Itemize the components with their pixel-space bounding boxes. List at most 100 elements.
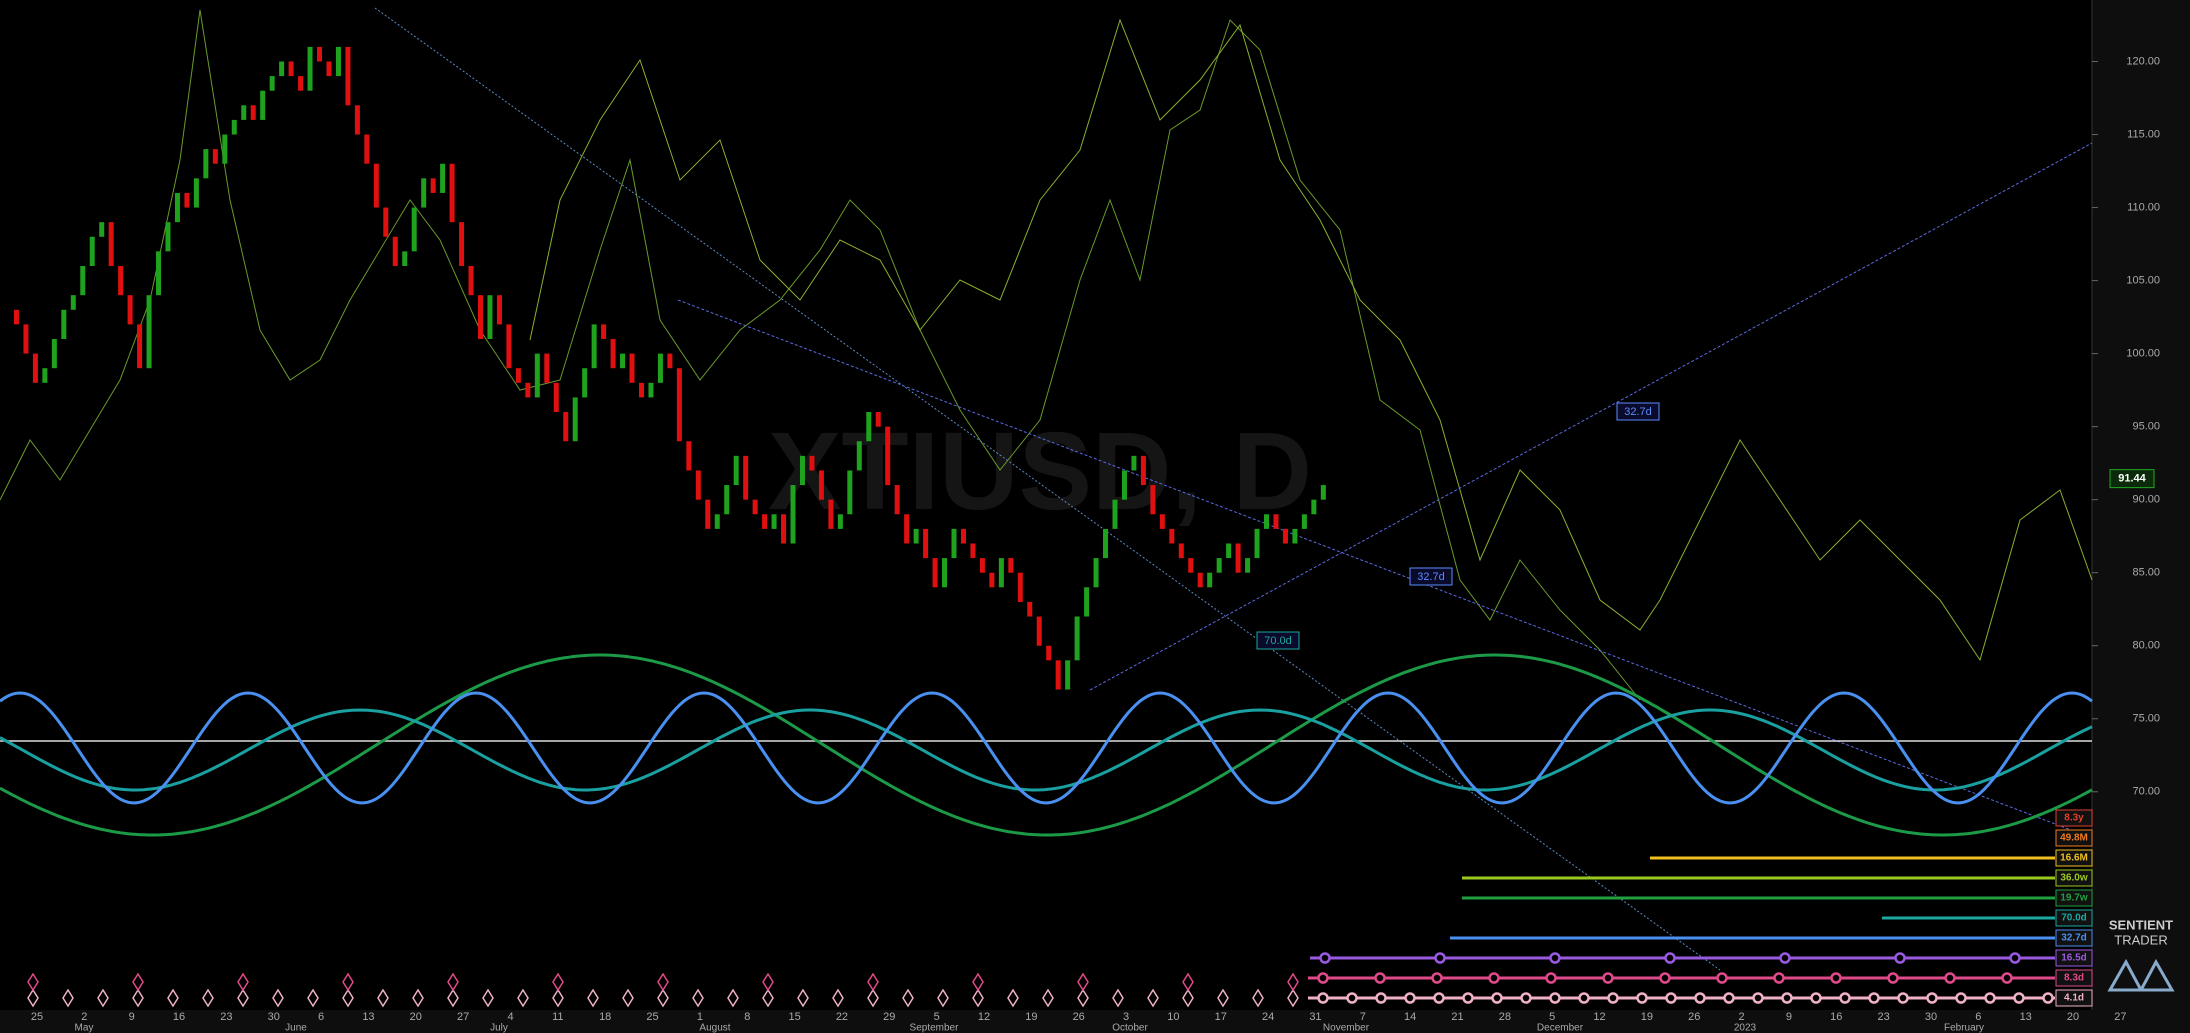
- cycle-node: [1955, 992, 1967, 1004]
- cycle-diamond: [132, 972, 144, 992]
- x-tick-label: 5: [934, 1011, 940, 1023]
- cycle-node: [1887, 972, 1899, 984]
- candle: [951, 528, 957, 559]
- cycle-node: [2042, 992, 2054, 1004]
- month-label: August: [699, 1023, 730, 1033]
- candle: [1216, 558, 1222, 573]
- candle: [591, 324, 597, 369]
- cycle-node: [1549, 952, 1561, 964]
- cycle-wave: [0, 708, 2093, 792]
- candle: [714, 514, 720, 529]
- y-tick-label: 110.00: [2127, 201, 2160, 213]
- cycle-diamond: [1077, 972, 1089, 992]
- candle: [809, 455, 815, 471]
- candle: [1320, 485, 1326, 500]
- candle: [449, 163, 455, 223]
- cycle-diamond: [1182, 972, 1194, 992]
- candle: [108, 222, 114, 266]
- cycle-node: [1375, 992, 1387, 1004]
- candle: [13, 309, 19, 325]
- logo-mark: [2107, 958, 2175, 992]
- cycle-node: [2001, 972, 2013, 984]
- cycle-diamond: [412, 988, 424, 1008]
- cycle-label: 19.7w: [2060, 893, 2087, 904]
- candle: [620, 353, 626, 369]
- x-tick-label: 22: [836, 1011, 848, 1023]
- cycle-node: [2013, 992, 2025, 1004]
- candle: [1074, 616, 1080, 661]
- cycle-label-box: [2055, 929, 2093, 947]
- candle: [667, 353, 673, 369]
- cycle-diamond: [657, 988, 669, 1008]
- candle: [1103, 528, 1109, 559]
- cycle-node: [1773, 972, 1785, 984]
- cycle-wave: [0, 653, 2093, 837]
- candle: [1282, 528, 1288, 544]
- candle: [743, 455, 749, 500]
- candle: [866, 412, 872, 442]
- cycle-diamond: [342, 972, 354, 992]
- x-tick-label: 6: [1975, 1011, 1981, 1023]
- cycle-diamond: [1217, 988, 1229, 1008]
- cycle-diamond: [1077, 988, 1089, 1008]
- candle: [298, 76, 304, 91]
- y-tick-label: 90.00: [2132, 494, 2160, 506]
- cycle-diamond: [692, 988, 704, 1008]
- candle: [1273, 514, 1279, 529]
- y-tick-label: 95.00: [2132, 421, 2160, 433]
- cycle-node: [1578, 992, 1590, 1004]
- logo-text: TRADER: [2114, 932, 2167, 947]
- cycle-diamond: [272, 988, 284, 1008]
- month-label: September: [910, 1023, 960, 1033]
- cycle-label-box: [2055, 889, 2093, 907]
- cycle-label: 16.6M: [2060, 853, 2088, 864]
- candle: [212, 149, 218, 164]
- candle: [771, 514, 777, 529]
- annotation-box: [1256, 631, 1300, 650]
- x-tick-label: 2: [1739, 1011, 1745, 1023]
- cycle-node: [1317, 992, 1329, 1004]
- candle: [648, 382, 654, 398]
- x-tick-label: 17: [1215, 1011, 1227, 1023]
- cycle-diamond: [1147, 988, 1159, 1008]
- cycle-diamond: [622, 988, 634, 1008]
- candle: [752, 499, 758, 515]
- candle: [1036, 616, 1042, 646]
- cycle-diamond: [552, 972, 564, 992]
- candle: [1292, 528, 1298, 544]
- candle: [724, 485, 730, 515]
- cycle-diamond: [1007, 988, 1019, 1008]
- candle: [799, 455, 805, 486]
- x-tick-label: 11: [552, 1011, 563, 1023]
- candle: [1245, 558, 1251, 573]
- cycle-diamond: [202, 988, 214, 1008]
- candle: [923, 528, 929, 559]
- cycle-diamond: [27, 988, 39, 1008]
- x-tick-label: 25: [646, 1011, 658, 1023]
- annotation-box: [1616, 402, 1660, 421]
- candle: [762, 514, 768, 529]
- candle: [790, 485, 796, 544]
- candle: [478, 295, 483, 340]
- cycle-diamond: [447, 972, 459, 992]
- cycle-diamond: [307, 988, 319, 1008]
- cycle-diamond: [902, 988, 914, 1008]
- x-tick-label: 30: [1925, 1011, 1937, 1023]
- candle: [250, 105, 256, 120]
- candle: [506, 324, 512, 369]
- month-label: November: [1323, 1023, 1370, 1033]
- candle: [1311, 499, 1317, 515]
- cycle-node: [1944, 972, 1956, 984]
- candle: [468, 265, 474, 296]
- candle: [307, 46, 313, 91]
- candle: [1131, 455, 1137, 471]
- cycle-diamond: [482, 988, 494, 1008]
- candle: [184, 192, 190, 208]
- cycle-diamond: [727, 988, 739, 1008]
- candle: [383, 207, 389, 237]
- candle: [1150, 485, 1156, 515]
- candle: [222, 134, 228, 164]
- x-tick-label: 12: [978, 1011, 990, 1023]
